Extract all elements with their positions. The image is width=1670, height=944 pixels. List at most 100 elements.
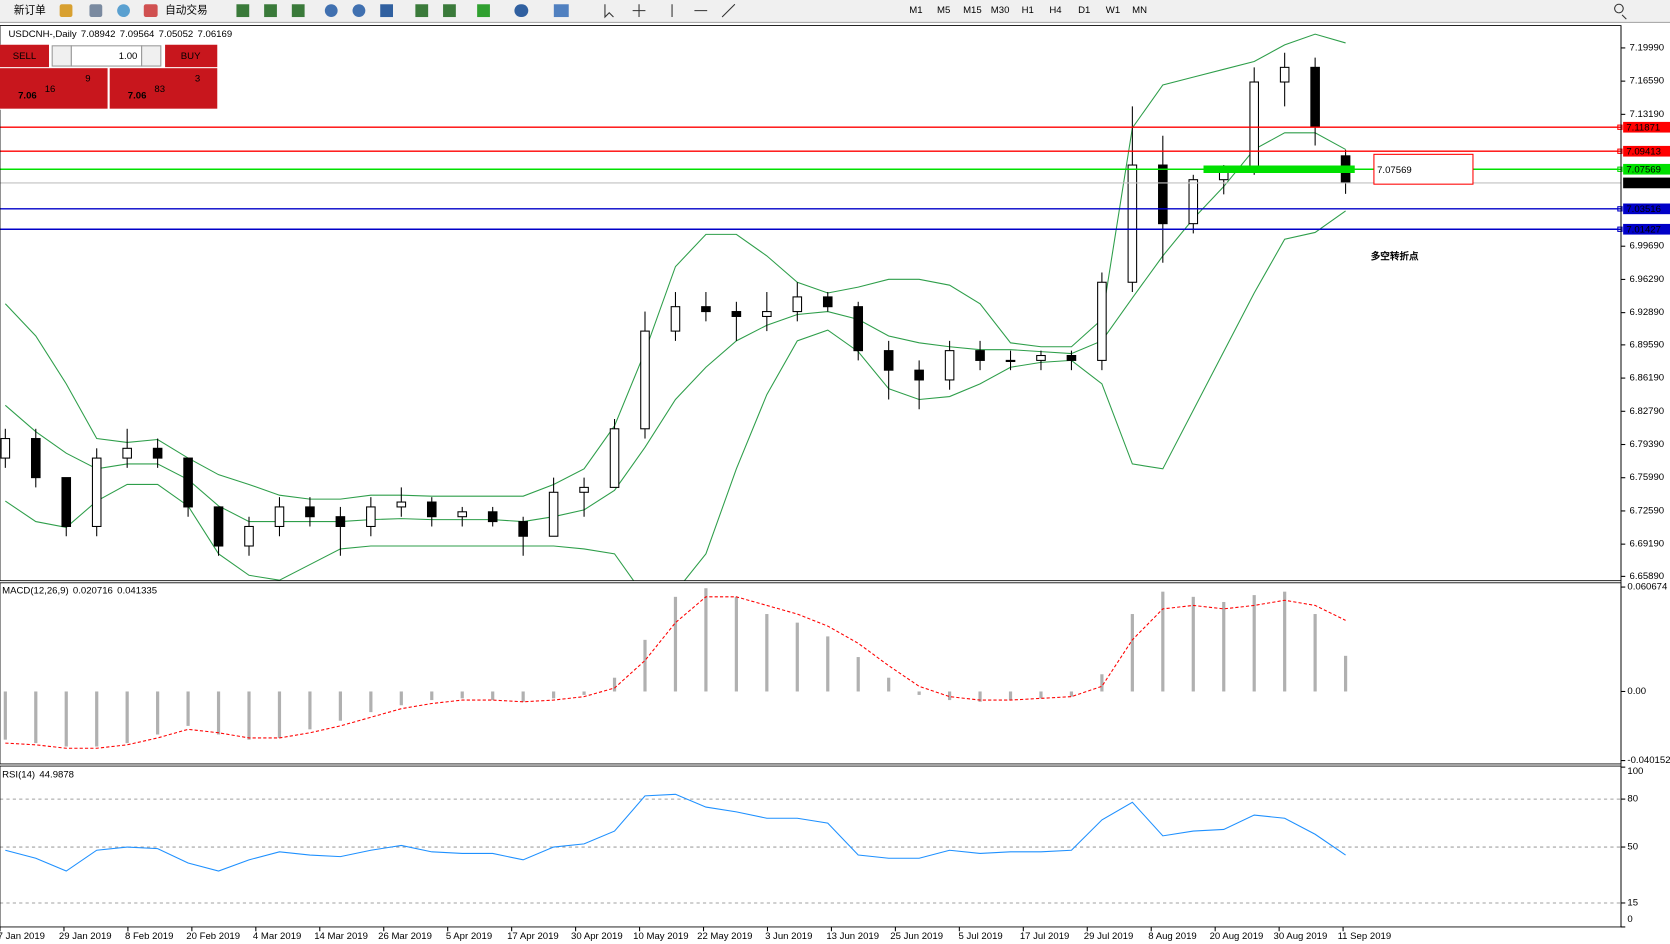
timeframe-button[interactable]: M1 <box>909 5 922 16</box>
price-box[interactable] <box>109 68 218 109</box>
macd-bar <box>338 691 342 721</box>
candle-body <box>762 311 772 317</box>
candle-body <box>152 447 163 459</box>
candle-body <box>366 506 376 527</box>
price-point[interactable]: 9 <box>85 73 90 84</box>
price-big[interactable]: 7.06 <box>128 90 147 101</box>
candle-body <box>609 428 620 488</box>
macd-bar <box>704 588 708 692</box>
timeframe-button[interactable]: W1 <box>1106 5 1120 16</box>
level-label: 7.01427 <box>1626 224 1661 235</box>
candle-body <box>975 350 985 361</box>
price-big[interactable]: 7.06 <box>18 90 37 101</box>
price-point[interactable]: 3 <box>195 73 200 84</box>
level-label: 7.11871 <box>1626 122 1660 133</box>
level-label-bg <box>1623 145 1670 157</box>
price-box[interactable] <box>0 68 108 109</box>
timeframe-button[interactable]: MN <box>1132 5 1147 16</box>
level-marker <box>1617 124 1623 130</box>
callout-box <box>1373 153 1474 185</box>
sell-button[interactable] <box>0 44 49 68</box>
sell-label[interactable]: SELL <box>13 51 37 62</box>
header-value: 7.09564 <box>120 29 155 40</box>
timeframe-button[interactable]: M30 <box>991 5 1010 16</box>
candle-body <box>883 350 894 371</box>
y-tick-label: 0.060674 <box>1627 582 1668 593</box>
timeframe-button[interactable]: H4 <box>1049 5 1062 16</box>
indicator-header: RSI(14) 44.9878 <box>2 769 74 780</box>
candle-body <box>213 506 224 547</box>
timeframe-button[interactable]: D1 <box>1078 5 1090 16</box>
buy-button[interactable] <box>165 44 218 68</box>
buy-label[interactable]: BUY <box>181 51 201 62</box>
x-tick-label: 20 Feb 2019 <box>186 931 240 942</box>
price-pips[interactable]: 16 <box>45 84 56 95</box>
level-label-bg <box>1623 163 1670 175</box>
x-tick-label: 7 Jan 2019 <box>0 931 45 942</box>
timeframe-button[interactable]: H1 <box>1022 5 1034 16</box>
annotation: 多空转折点 <box>1371 250 1419 262</box>
level-label: 7.09413 <box>1626 146 1661 157</box>
timeframe-button[interactable]: M15 <box>963 5 982 16</box>
x-tick-label: 8 Feb 2019 <box>125 931 173 942</box>
macd-bar <box>34 691 38 744</box>
macd-bar <box>308 691 312 730</box>
header-value: 7.06169 <box>198 29 233 40</box>
candle-body <box>701 306 711 313</box>
candle-body <box>487 511 498 523</box>
macd-bar <box>521 691 525 702</box>
macd-bar <box>643 639 647 692</box>
macd-bar <box>1191 596 1195 692</box>
macd-bar <box>430 691 434 701</box>
candle-body <box>640 330 650 430</box>
x-tick-label: 5 Apr 2019 <box>446 931 492 942</box>
candle-body <box>822 296 833 308</box>
macd-bar <box>1100 674 1104 692</box>
candle-body <box>1158 164 1168 225</box>
macd-bar <box>1039 691 1043 699</box>
candle-body <box>274 506 285 527</box>
chart-header: USDCNH-,Daily 7.08942 7.09564 7.05052 7.0616… <box>9 29 233 40</box>
x-tick-label: 29 Jul 2019 <box>1084 931 1134 942</box>
lot-dropdown[interactable] <box>51 45 72 67</box>
x-tick-label: 4 Mar 2019 <box>253 931 301 942</box>
macd-bar <box>582 691 586 695</box>
y-tick-label: 7.13190 <box>1630 109 1665 120</box>
y-tick-label: 6.69190 <box>1630 539 1665 550</box>
y-tick-label: 6.82790 <box>1630 406 1665 417</box>
bollinger-middle <box>4 132 1346 523</box>
macd-bar <box>1283 591 1287 692</box>
macd-bar <box>856 657 860 692</box>
y-tick-label: 0 <box>1627 914 1632 925</box>
current-price-bg <box>1623 177 1670 189</box>
header-value: 7.05052 <box>159 29 194 40</box>
price-pips[interactable]: 83 <box>154 84 165 95</box>
macd-bar <box>216 691 221 735</box>
y-tick-label: 6.75990 <box>1630 472 1665 483</box>
macd-bar <box>948 691 952 701</box>
level-label-bg <box>1623 223 1670 235</box>
macd-plot <box>3 588 1348 749</box>
candle-body <box>1066 354 1077 361</box>
toolbar-button[interactable]: 新订单 <box>14 4 46 17</box>
header-value: 0.041335 <box>117 585 157 596</box>
timeframe-button[interactable]: M5 <box>937 5 950 16</box>
toolbar-button[interactable]: 自动交易 <box>165 4 208 17</box>
candle-body <box>1036 354 1046 361</box>
x-tick-label: 8 Aug 2019 <box>1148 931 1196 942</box>
candle-body <box>305 506 315 518</box>
candle-body <box>548 491 559 537</box>
bollinger-lower <box>5 210 1346 581</box>
level-label: 7.07569 <box>1626 164 1661 175</box>
candle-body <box>61 477 72 527</box>
indicator-header: MACD(12,26,9) 0.020716 0.041335 <box>2 585 157 596</box>
y-tick-label: 6.96290 <box>1630 274 1665 285</box>
macd-bar <box>917 691 921 695</box>
y-tick-label: 50 <box>1627 842 1638 853</box>
overlay: USDCNH-,Daily 7.08942 7.09564 7.05052 7.0616… <box>0 29 1670 780</box>
x-tick-label: 10 May 2019 <box>633 931 688 942</box>
lot-spinner[interactable] <box>141 45 162 67</box>
macd-bar <box>612 677 617 692</box>
lot-value[interactable]: 1.00 <box>119 51 138 62</box>
